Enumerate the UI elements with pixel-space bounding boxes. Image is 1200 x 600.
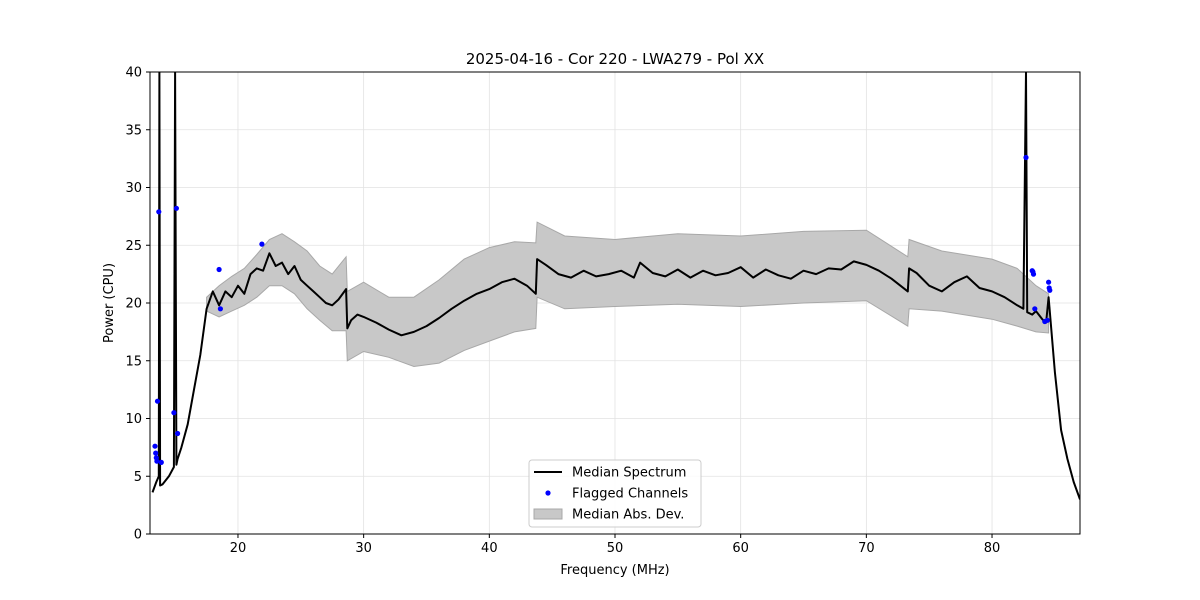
y-axis-label: Power (CPU) [102, 263, 117, 343]
y-tick-label: 35 [125, 123, 142, 138]
x-axis-ticks: 20 30 40 50 60 70 80 [230, 534, 1001, 556]
x-tick-label: 80 [984, 541, 1001, 556]
x-tick-label: 60 [732, 541, 749, 556]
flagged-channel-point [152, 443, 158, 449]
legend-patch-swatch [533, 508, 563, 520]
legend-box [528, 459, 702, 528]
flagged-channel-point [1044, 317, 1050, 323]
flagged-channels-layer [152, 154, 1053, 465]
flagged-channel-point [217, 306, 223, 312]
legend-label: Flagged Channels [572, 487, 688, 502]
median-spectrum-layer [151, 72, 1080, 500]
flagged-channel-point [154, 458, 160, 464]
flagged-channel-point [173, 205, 179, 211]
mad-band-layer [206, 221, 1050, 368]
flagged-channel-point [1032, 306, 1038, 312]
mad-band-area [206, 221, 1050, 368]
legend-label: Median Spectrum [572, 466, 686, 481]
flagged-channel-point [216, 266, 222, 273]
flagged-channel-point [259, 241, 265, 247]
y-tick-label: 15 [125, 354, 142, 369]
flagged-channel-point [154, 398, 161, 404]
flagged-channel-point [1047, 287, 1053, 293]
flagged-channel-point [156, 209, 162, 215]
y-tick-label: 20 [125, 297, 142, 312]
flagged-channel-point [1030, 271, 1037, 277]
y-tick-label: 25 [125, 239, 142, 254]
y-axis-ticks: 0 5 10 15 20 25 30 35 40 [125, 66, 150, 543]
y-tick-label: 40 [125, 66, 142, 81]
flagged-channel-point [158, 459, 164, 465]
x-axis-label: Frequency (MHz) [560, 563, 669, 578]
legend: Median Spectrum Flagged Channels Median Ab… [528, 459, 702, 528]
flagged-channel-point [153, 450, 159, 456]
y-tick-label: 0 [134, 528, 142, 543]
flagged-channel-point [1023, 154, 1029, 161]
x-tick-label: 20 [230, 541, 247, 556]
flagged-channel-point [171, 410, 177, 416]
x-tick-label: 50 [607, 541, 624, 556]
x-tick-label: 70 [858, 541, 875, 556]
y-tick-label: 10 [125, 412, 142, 427]
chart-title: 2025-04-16 - Cor 220 - LWA279 - Pol XX [466, 50, 764, 68]
y-tick-label: 5 [134, 470, 142, 485]
x-tick-label: 40 [481, 541, 498, 556]
legend-label: Median Abs. Dev. [572, 508, 684, 523]
x-tick-label: 30 [355, 541, 372, 556]
median-spectrum-line [151, 72, 1080, 500]
flagged-channel-point [175, 430, 181, 437]
flagged-channel-point [1046, 279, 1052, 285]
y-tick-label: 30 [125, 181, 142, 196]
legend-marker-swatch [545, 490, 551, 496]
